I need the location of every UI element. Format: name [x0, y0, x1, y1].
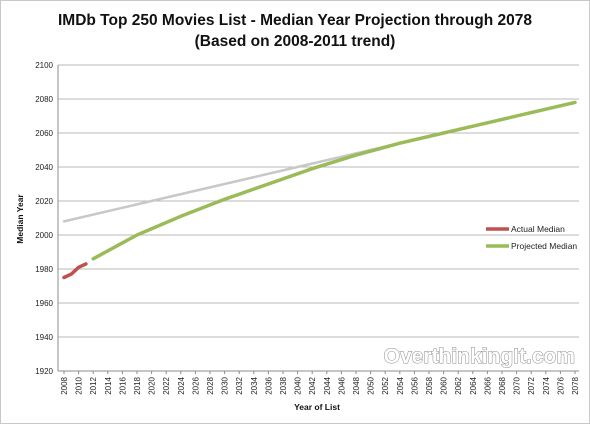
x-tick-label: 2058	[425, 376, 434, 394]
x-tick-label: 2026	[191, 376, 200, 394]
y-tick-label: 1940	[35, 333, 53, 342]
x-tick-label: 2054	[396, 376, 405, 394]
x-tick-label: 2056	[410, 376, 419, 394]
x-tick-label: 2068	[498, 376, 507, 394]
x-tick-label: 2034	[250, 376, 259, 394]
x-tick-label: 2018	[133, 376, 142, 394]
series-lines	[62, 100, 577, 280]
x-tick-label: 2036	[264, 376, 273, 394]
axes	[57, 65, 579, 374]
x-tick-label: 2060	[440, 376, 449, 394]
x-tick-label: 2032	[235, 376, 244, 394]
x-tick-label: 2046	[337, 376, 346, 394]
y-tick-label: 2040	[35, 163, 53, 172]
x-tick-label: 2040	[294, 376, 303, 394]
legend-label: Actual Median	[511, 224, 565, 234]
x-tick-label: 2070	[513, 376, 522, 394]
y-axis-title: Median Year	[15, 194, 25, 244]
y-tick-label: 2020	[35, 197, 53, 206]
y-tick-label: 2000	[35, 231, 53, 240]
x-tick-label: 2016	[118, 376, 127, 394]
x-tick-label: 2022	[162, 376, 171, 394]
x-tick-label: 2030	[221, 376, 230, 394]
x-tick-label: 2008	[60, 376, 69, 394]
x-tick-label: 2010	[75, 376, 84, 394]
x-tick-label: 2024	[177, 376, 186, 394]
x-tick-label: 2062	[454, 376, 463, 394]
x-tick-label: 2048	[352, 376, 361, 394]
projected-median-line	[91, 100, 577, 261]
x-tick-label: 2020	[148, 376, 157, 394]
x-tick-label: 2012	[89, 376, 98, 394]
x-tick-label: 2066	[483, 376, 492, 394]
legend: Actual Median Projected Median	[486, 224, 577, 251]
gridlines	[58, 64, 579, 372]
legend-label: Projected Median	[511, 241, 577, 251]
x-tick-label: 2074	[542, 376, 551, 394]
y-tick-label: 1980	[35, 265, 53, 274]
y-tick-labels: 1920 1940 1960 1980 2000 2020 2040 2060 2080 2100	[35, 61, 53, 376]
y-tick-label: 2060	[35, 129, 53, 138]
x-tick-labels: 2008 2010 2012 2014 2016 2018 2020 2022 2024 2026…	[60, 376, 580, 394]
x-tick-label: 2042	[308, 376, 317, 394]
x-tick-label: 2038	[279, 376, 288, 394]
x-axis-title: Year of List	[294, 402, 340, 412]
chart-subtitle: (Based on 2008-2011 trend)	[195, 33, 396, 50]
x-tick-label: 2014	[104, 376, 113, 394]
x-tick-label: 2044	[323, 376, 332, 394]
chart-title: IMDb Top 250 Movies List - Median Year P…	[58, 12, 532, 29]
x-tick-label: 2072	[527, 376, 536, 394]
x-tick-label: 2052	[381, 376, 390, 394]
y-tick-label: 2100	[35, 61, 53, 70]
watermark-text: OverthinkingIt.com	[384, 345, 575, 368]
y-tick-label: 1960	[35, 299, 53, 308]
actual-median-line	[62, 262, 88, 280]
y-tick-label: 2080	[35, 95, 53, 104]
x-tick-label: 2064	[469, 376, 478, 394]
x-tick-label: 2078	[571, 376, 580, 394]
x-tick-label: 2028	[206, 376, 215, 394]
y-tick-label: 1920	[35, 367, 53, 376]
x-tick-label: 2076	[556, 376, 565, 394]
x-tick-label: 2050	[367, 376, 376, 394]
